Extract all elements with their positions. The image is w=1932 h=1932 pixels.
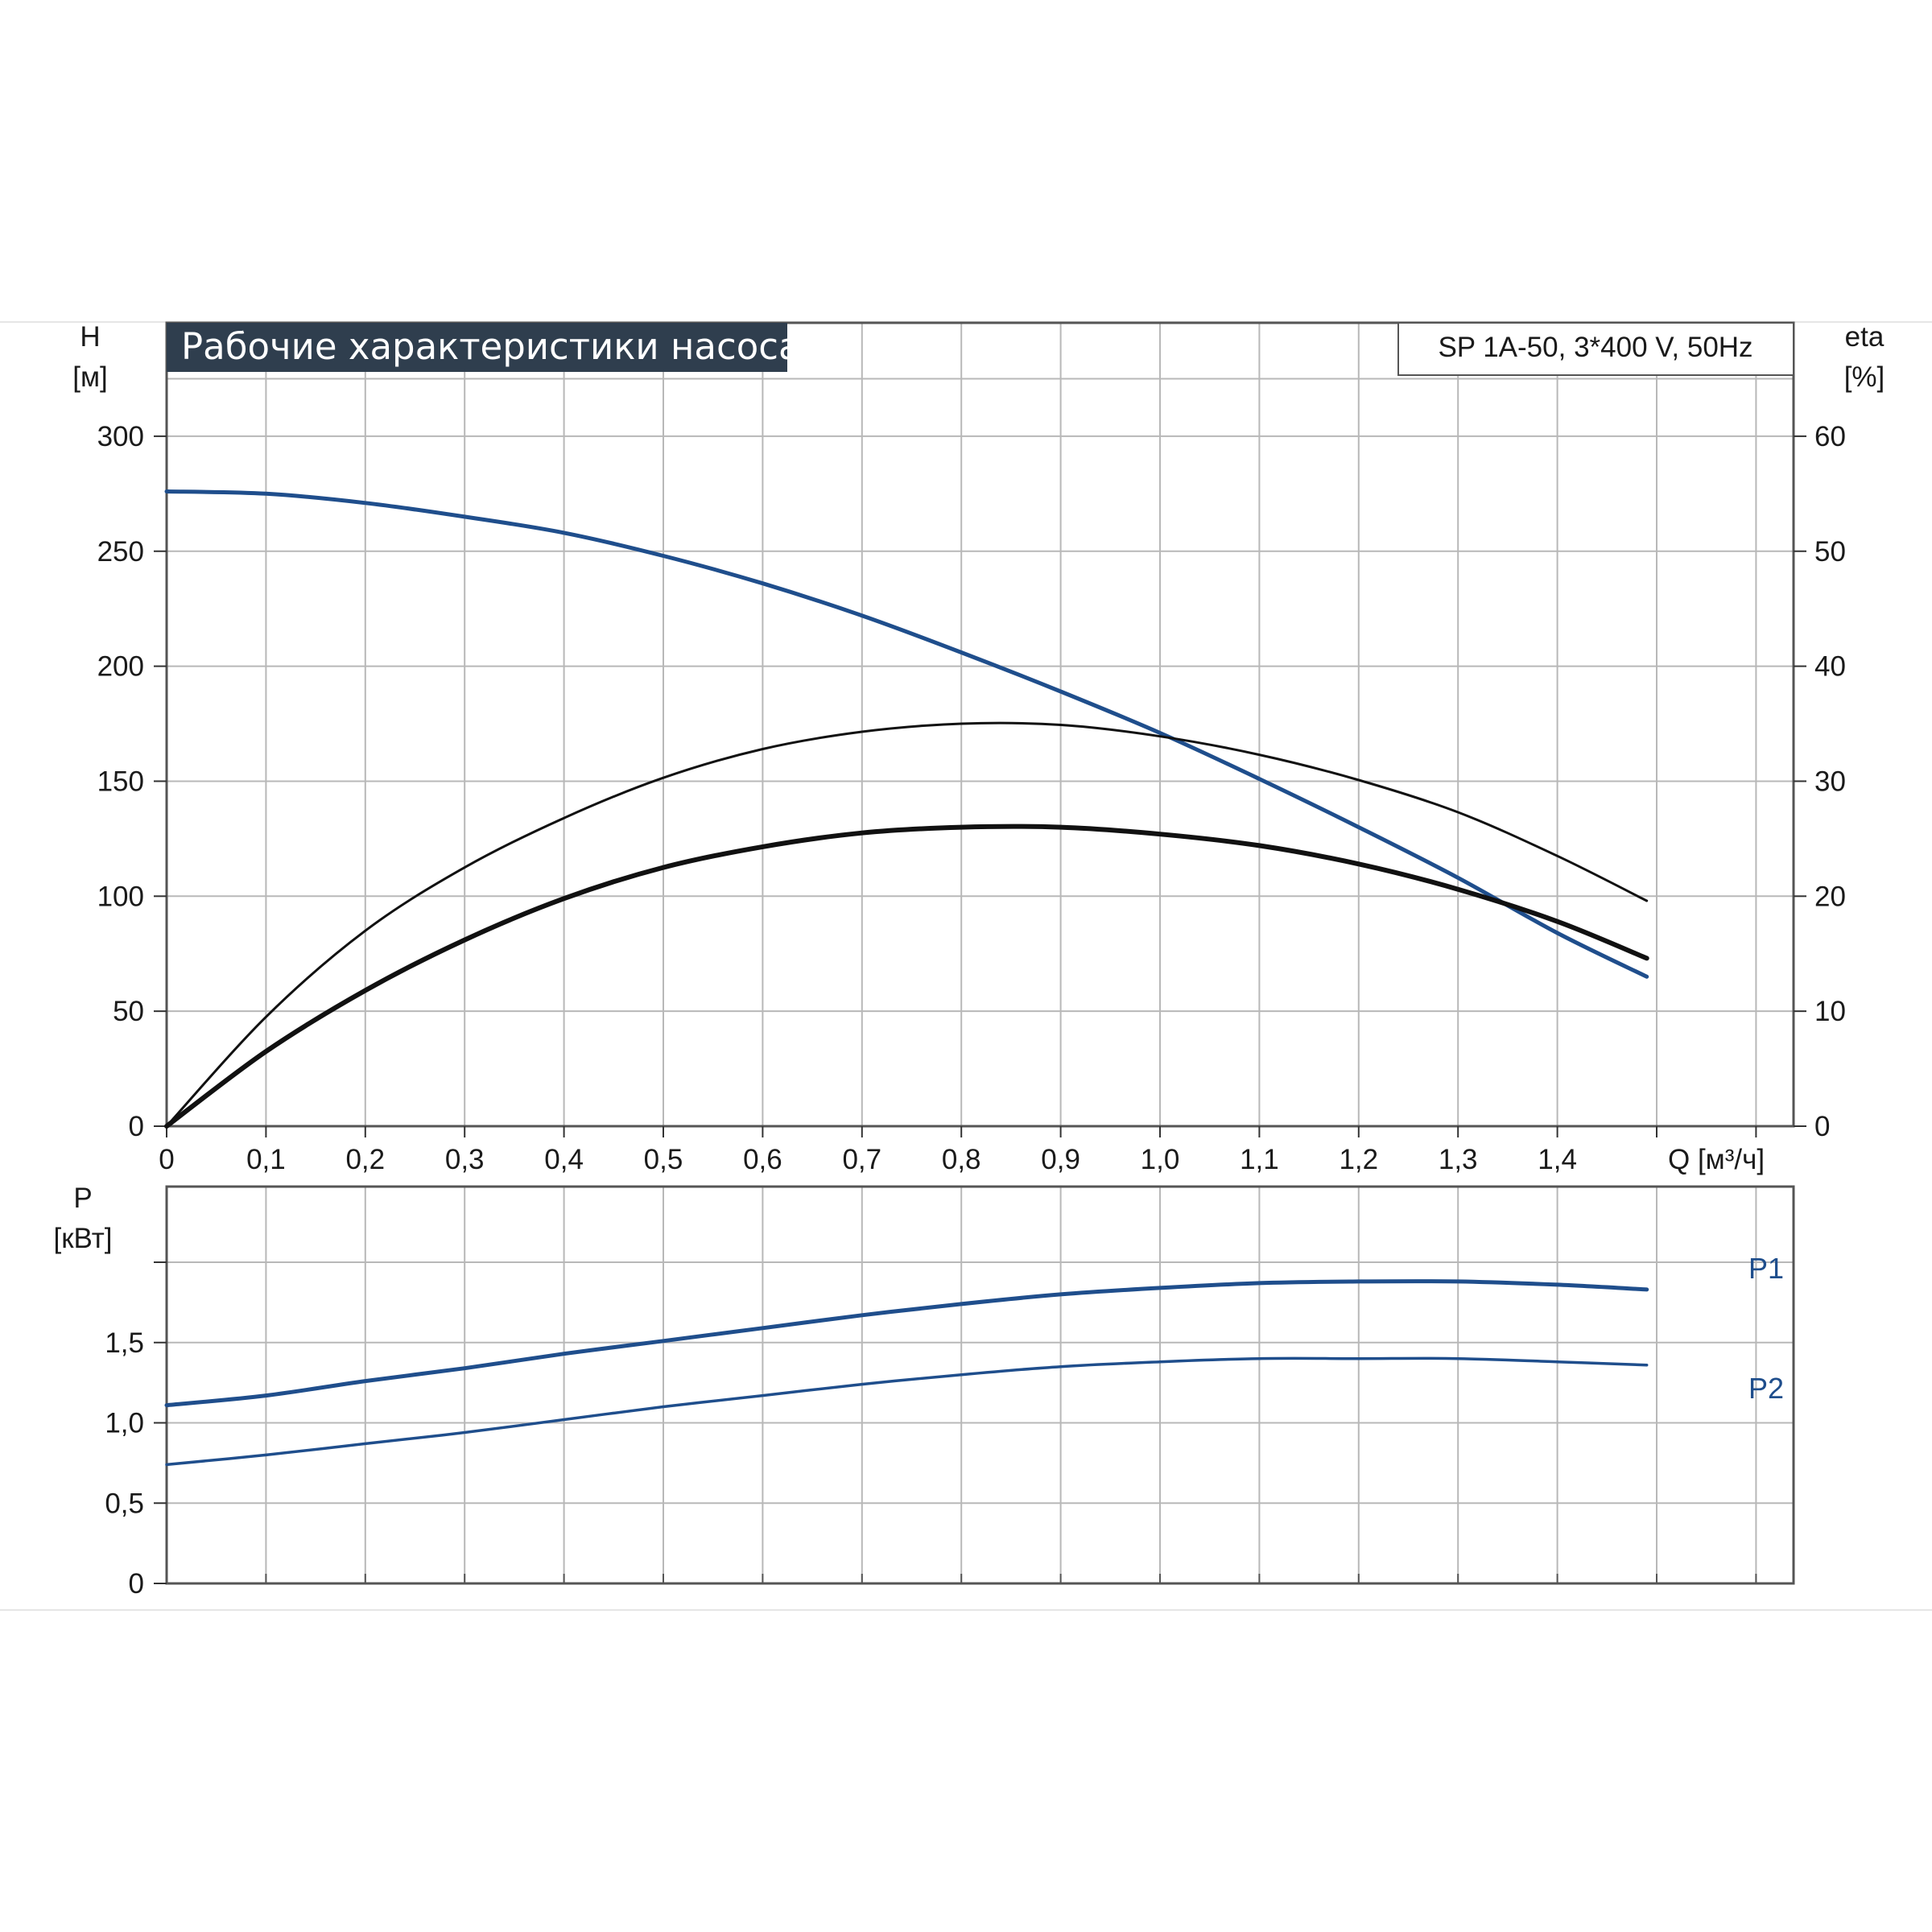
upper-grid [167, 323, 1794, 1126]
x-axis-label: Q [м³/ч] [1668, 1144, 1765, 1175]
y-tick-label: 300 [97, 421, 144, 452]
y2-tick-label: 20 [1814, 881, 1846, 912]
power-panel: 0 0,5 1,0 1,5 P [кВт] P1 P2 [54, 1183, 1795, 1600]
head-curve [164, 489, 1649, 979]
power-tick-label: 1,0 [105, 1408, 144, 1439]
y2-axis-label-symbol: eta [1845, 321, 1885, 353]
title-box [167, 323, 787, 372]
x-tick-label: 0,5 [644, 1144, 683, 1175]
y-tick-label: 200 [97, 651, 144, 683]
y-tick-label: 0 [129, 1111, 144, 1142]
p2-series-label: P2 [1748, 1372, 1784, 1405]
lower-ticks: 0 0,5 1,0 1,5 [105, 1261, 1757, 1600]
p2-curve [165, 1356, 1649, 1467]
y2-tick-label: 0 [1814, 1111, 1830, 1142]
chart-title: Рабочие характеристики насоса [181, 325, 801, 368]
upper-curves [164, 489, 1649, 1129]
y-tick-label: 100 [97, 881, 144, 912]
x-tick-label: 1,1 [1240, 1144, 1279, 1175]
x-tick-label: 1,3 [1439, 1144, 1478, 1175]
x-tick-label: 1,4 [1538, 1144, 1577, 1175]
y-axis-label-symbol: H [80, 321, 100, 353]
y2-tick-label: 40 [1814, 651, 1846, 683]
upper-plot-frame [165, 321, 1795, 1128]
y2-tick-label: 50 [1814, 536, 1846, 568]
x-tick-label: 0,7 [842, 1144, 881, 1175]
x-tick-label: 0 [159, 1144, 174, 1175]
x-tick-label: 0,2 [345, 1144, 385, 1175]
p1-curve [164, 1279, 1649, 1408]
p1-series-label: P1 [1748, 1252, 1784, 1285]
model-box [1397, 322, 1794, 376]
upper-ticks: 0 50 100 150 200 250 300 0 10 20 30 40 50 60 0 0,1 0,2 0,… [97, 421, 1846, 1175]
x-tick-label: 0,4 [544, 1144, 584, 1175]
x-tick-label: 1,2 [1339, 1144, 1378, 1175]
y-tick-label: 150 [97, 766, 144, 797]
x-tick-label: 0,6 [743, 1144, 782, 1175]
lower-plot-frame [165, 1185, 1795, 1585]
head-efficiency-panel: 0 50 100 150 200 250 300 0 10 20 30 40 50 60 0 0,1 0,2 0,… [72, 321, 1885, 1175]
y2-axis-label-unit: [%] [1844, 361, 1885, 393]
lower-grid [167, 1187, 1794, 1583]
y2-tick-label: 30 [1814, 766, 1846, 797]
eta_total-curve [164, 824, 1649, 1129]
y-tick-label: 250 [97, 536, 144, 568]
x-tick-label: 0,8 [942, 1144, 981, 1175]
model-label: SP 1A-50, 3*400 V, 50Hz [1438, 332, 1752, 363]
power-tick-label: 0 [129, 1568, 144, 1600]
x-tick-label: 0,9 [1041, 1144, 1080, 1175]
x-tick-label: 1,0 [1141, 1144, 1180, 1175]
y-axis-label-unit: [м] [72, 361, 108, 393]
x-tick-label: 0,1 [246, 1144, 286, 1175]
y-tick-label: 50 [113, 996, 144, 1027]
y2-tick-label: 10 [1814, 996, 1846, 1027]
x-tick-label: 0,3 [445, 1144, 485, 1175]
power-tick-label: 1,5 [105, 1327, 144, 1359]
power-axis-label-symbol: P [73, 1183, 92, 1214]
power-tick-label: 0,5 [105, 1488, 144, 1519]
power-axis-label-unit: [кВт] [54, 1223, 113, 1254]
eta-curve [165, 721, 1649, 1128]
lower-curves [164, 1279, 1649, 1467]
y2-tick-label: 60 [1814, 421, 1846, 452]
